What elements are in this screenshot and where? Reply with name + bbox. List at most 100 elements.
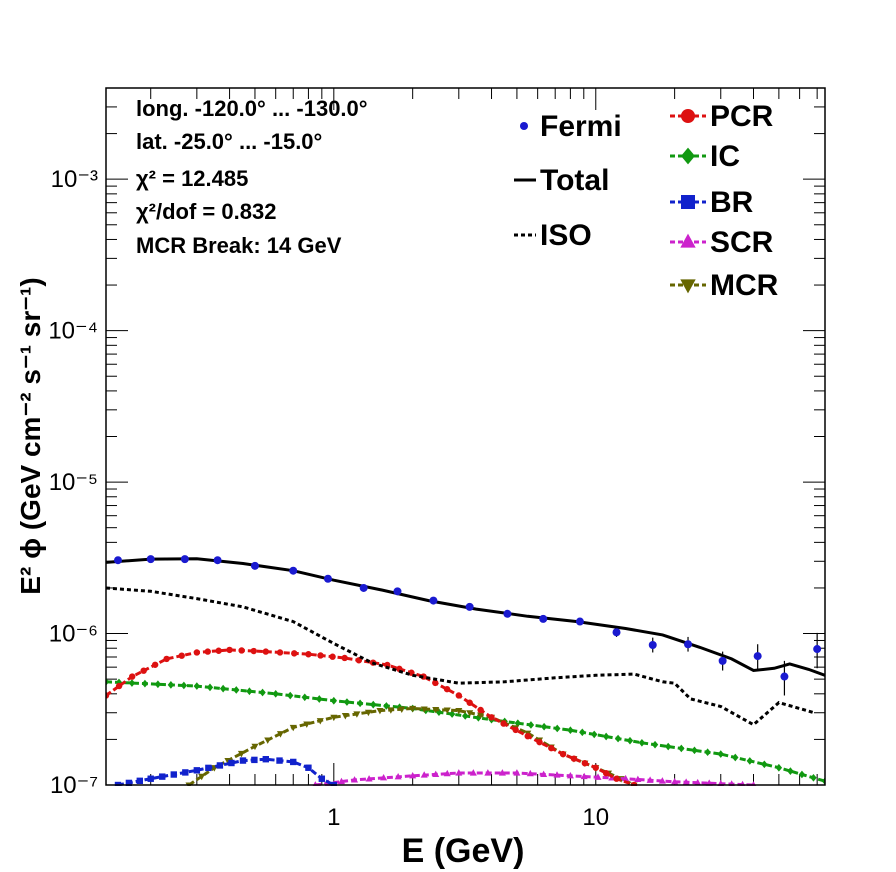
iso-line [106,586,815,727]
ic-marker [554,724,561,733]
x-tick-label: 1 [327,804,340,831]
ic-marker [272,689,279,698]
ic-marker [193,682,201,690]
legend-ic-symbol [681,147,695,165]
ic-marker [330,696,338,705]
pcr-marker [570,755,578,762]
mcr-marker [276,731,284,738]
ic-marker [180,681,188,690]
scr-marker [513,769,521,776]
mcr-marker [477,712,485,719]
legend-label: Total [540,164,609,197]
fermi-point [359,583,368,592]
pcr-marker [178,652,185,659]
mcr-marker [264,737,272,744]
br-marker [205,764,212,772]
scr-marker [646,776,654,783]
ic-marker [448,710,456,718]
ic-marker [787,767,794,775]
ic-marker [167,681,175,689]
br-marker [239,757,247,764]
scr-marker [455,769,463,776]
fermi-point [393,587,402,596]
y-tick-label: 10⁻⁵ [49,469,98,496]
fermi-point [612,628,621,637]
y-tick-label: 10⁻⁷ [50,772,98,799]
series-iso [106,586,815,727]
br-marker [318,775,326,782]
ic-marker [775,763,783,772]
scr-marker [540,770,548,777]
total-line [106,557,825,677]
fermi-point [718,656,727,665]
pcr-marker [443,685,451,693]
legend-label: PCR [710,100,774,133]
ic-marker [287,691,294,700]
br-marker [193,767,201,774]
ic-marker [514,719,522,728]
y-tick-label: 10⁻⁶ [49,621,98,648]
legend-entry-iso: ISO [514,219,592,252]
br-marker [228,759,235,767]
ic-marker [106,677,110,686]
ic-marker [233,686,240,694]
fermi-point [780,672,789,681]
pcr-marker [477,706,484,714]
fermi-point [180,555,189,564]
scr-marker [469,769,477,776]
legend-label: SCR [710,226,774,259]
scr-marker [484,769,492,776]
ic-marker [614,734,622,743]
pcr-marker [592,764,599,771]
pcr-marker [432,679,439,687]
x-tick-label: 10 [582,804,609,831]
legend-entry-ic: IC [670,140,740,173]
info-mcr-break: MCR Break: 14 GeV [136,233,342,258]
scr-marker [705,779,713,786]
scr-marker [658,777,666,784]
scr-marker [443,769,451,777]
ic-marker [246,687,253,696]
mcr-marker [409,705,417,713]
mcr-marker [330,714,338,722]
fermi-point [465,602,474,611]
scr-marker [337,777,345,785]
ic-marker [591,730,598,739]
br-marker [251,756,258,764]
pcr-marker [341,654,348,662]
fermi-point [146,555,155,564]
pcr-marker [581,759,589,767]
fermi-point [753,652,762,661]
fermi-point [113,556,122,565]
ic-marker [219,684,227,693]
pcr-marker [613,775,620,782]
ic-marker [732,753,739,762]
scr-marker [566,771,574,779]
mcr-marker [224,758,232,765]
br-marker [290,758,297,766]
scr-marker [365,775,373,782]
series-fermi [113,555,822,696]
pcr-marker [115,682,123,690]
scr-marker [351,776,359,783]
br-marker [182,769,189,776]
scr-marker [553,771,561,778]
legend-br-symbol [681,195,695,209]
ic-marker [602,732,610,741]
y-axis-ticks: 10⁻⁷ 10⁻⁶ 10⁻⁵ 10⁻⁴ 10⁻³ [48,87,825,799]
br-marker [216,762,224,769]
ic-marker [301,693,308,702]
info-longitude: long. -120.0° ... -130.0° [136,96,368,121]
legend-label: IC [710,140,740,173]
br-marker [114,781,122,786]
pcr-line [106,648,635,786]
series-br [114,756,338,786]
legend-entry-total: Total [514,164,609,197]
br-marker [262,756,270,763]
fermi-point [289,566,298,575]
pcr-marker [602,770,610,777]
legend-label: BR [710,186,754,219]
pcr-marker [106,692,110,699]
pcr-marker [455,692,463,699]
legend: Fermi Total ISO PCR IC BR SCR MCR [514,100,779,302]
